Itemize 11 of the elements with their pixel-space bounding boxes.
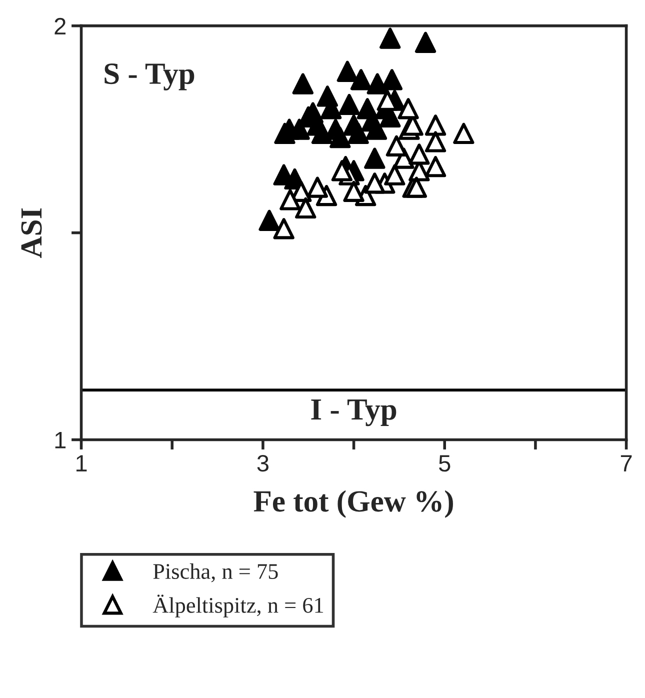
x-tick-label: 5 (439, 455, 450, 472)
ref-line-label: I - Typ (311, 400, 396, 426)
x-axis-title: Fe tot (Gew %) (254, 490, 453, 518)
legend-label: Älpeltispitz, n = 61 (152, 594, 324, 618)
x-tick-label: 3 (257, 454, 268, 472)
y-axis-title: ASI (21, 208, 42, 258)
annotation: S - Typ (104, 64, 194, 90)
y-tick-label: 2 (54, 18, 66, 34)
x-tick-label: 7 (620, 455, 632, 472)
legend-label: Pischa, n = 75 (153, 563, 278, 582)
x-tick-label: 1 (76, 455, 87, 472)
